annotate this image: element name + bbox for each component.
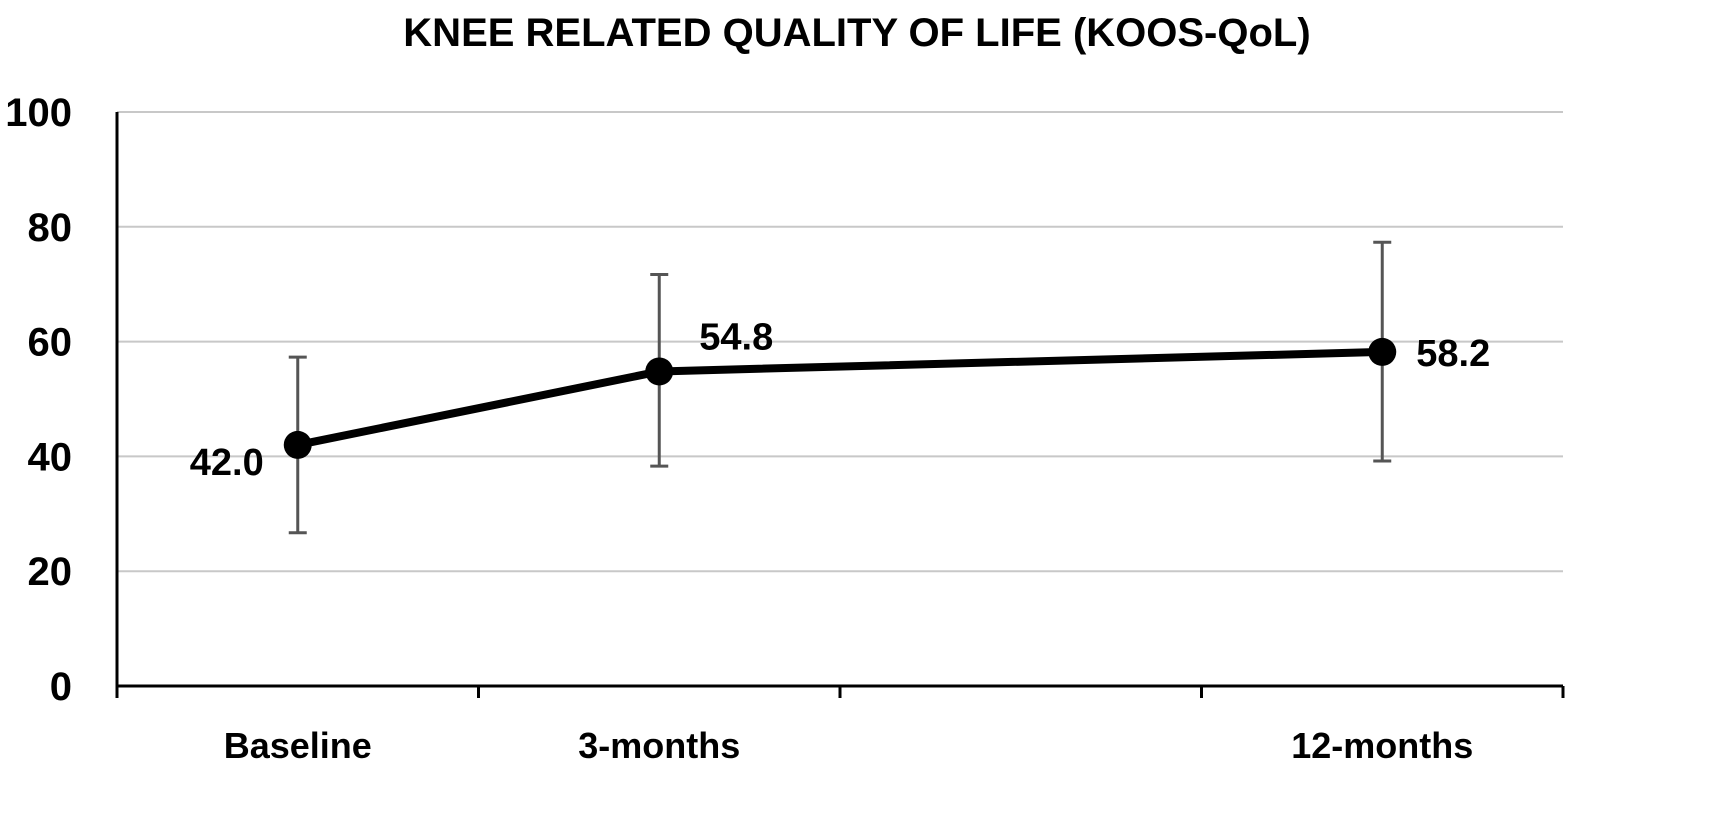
y-tick-label: 20 (28, 550, 73, 594)
data-label-3-months: 54.8 (699, 316, 773, 358)
data-label-12-months: 58.2 (1416, 333, 1490, 375)
chart-title: KNEE RELATED QUALITY OF LIFE (KOOS-QoL) (403, 11, 1310, 55)
data-points (283, 337, 1397, 459)
y-tick-labels: 0 20 40 60 80 100 (5, 91, 72, 709)
error-bars (288, 240, 1392, 535)
x-tick-label: 3-months (578, 725, 740, 766)
data-label-Baseline: 42.0 (190, 442, 264, 484)
y-tick-label: 100 (5, 91, 72, 135)
x-tick-label: 12-months (1291, 725, 1473, 766)
data-point-3-months (645, 357, 674, 386)
series-line-group (296, 347, 1383, 449)
y-tick-label: 40 (28, 435, 73, 479)
y-tick-label: 80 (28, 206, 73, 250)
x-tick-label: Baseline (224, 725, 372, 766)
grid-lines (117, 111, 1563, 573)
axes (115, 112, 1565, 698)
y-tick-label: 60 (28, 321, 73, 365)
data-labels: 42.0 54.8 58.2 (190, 316, 1490, 483)
y-tick-label: 0 (50, 665, 72, 709)
data-point-Baseline (283, 430, 312, 459)
data-point-12-months (1368, 337, 1397, 366)
series-line (296, 347, 1383, 449)
x-tick-labels: Baseline 3-months 12-months (224, 725, 1474, 766)
